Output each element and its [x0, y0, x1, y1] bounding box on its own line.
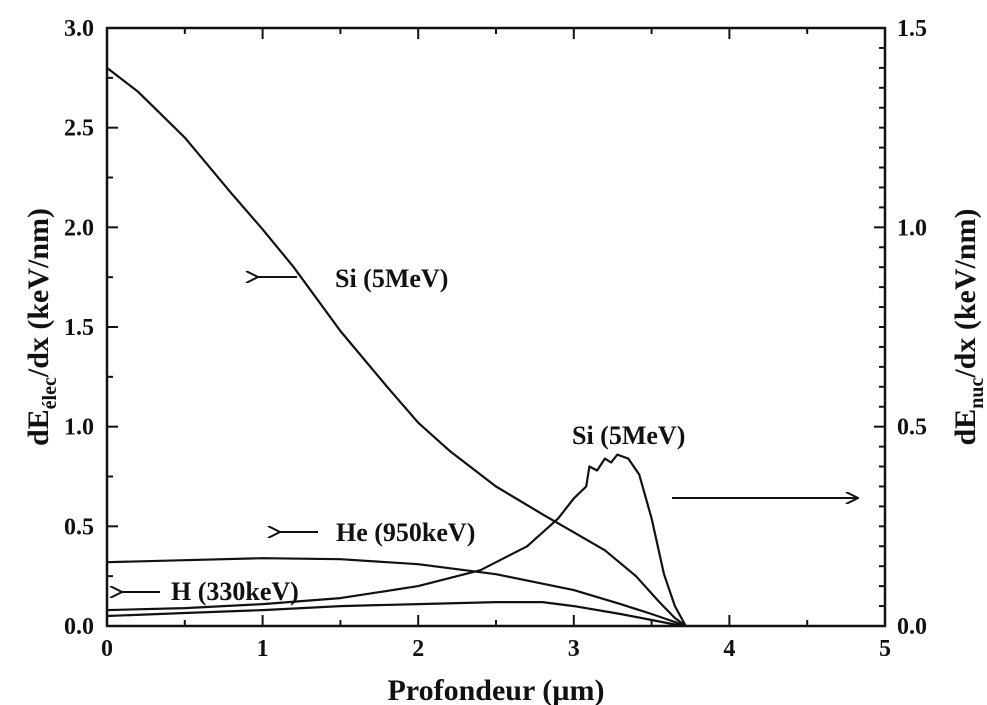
y-right-tick-label: 0.0: [897, 614, 927, 640]
y-right-tick-label: 0.5: [897, 415, 927, 441]
annotation-si-elec: Si (5MeV): [258, 264, 448, 293]
series-line-1: [106, 557, 687, 628]
x-tick-label: 4: [723, 636, 735, 662]
x-axis-title: Profondeur (µm): [387, 674, 604, 705]
annotation-si-nuc: Si (5MeV): [572, 421, 858, 498]
axis-ticks: [106, 27, 886, 627]
x-tick-label: 5: [879, 636, 891, 662]
series-line-3: [106, 453, 687, 627]
y-right-tick-label: 1.5: [897, 16, 927, 42]
label-h: H (330keV): [171, 577, 299, 606]
y-left-tick-label: 1.0: [64, 415, 94, 441]
x-tick-label: 0: [101, 636, 113, 662]
annotation-h: H (330keV): [122, 577, 299, 606]
label-he: He (950keV): [336, 518, 475, 547]
series-line-2: [106, 601, 683, 628]
y-left-tick-label: 2.0: [64, 215, 94, 241]
curves: [106, 67, 687, 628]
x-tick-label: 2: [412, 636, 424, 662]
tick-labels: 0 1 2 3 4 50.00.51.01.52.02.53.00.00.51.01.5: [64, 16, 927, 662]
y-left-axis-title: dEélec/dx (keV/nm): [22, 208, 61, 446]
annotation-he: He (950keV): [280, 518, 475, 547]
x-tick-label: 1: [257, 636, 269, 662]
y-left-tick-label: 0.0: [64, 614, 94, 640]
y-left-tick-label: 2.5: [64, 116, 94, 142]
x-tick-label: 3: [568, 636, 580, 662]
y-right-axis-title: dEnuc/dx (keV/nm): [949, 208, 987, 445]
label-si-elec: Si (5MeV): [335, 264, 448, 293]
y-left-tick-label: 0.5: [64, 514, 94, 540]
plot-frame: [105, 26, 887, 628]
y-right-tick-label: 1.0: [897, 215, 927, 241]
series-line-0: [106, 67, 687, 627]
y-left-tick-label: 3.0: [64, 16, 94, 42]
label-si-nuc: Si (5MeV): [572, 421, 685, 450]
y-left-tick-label: 1.5: [64, 315, 94, 341]
